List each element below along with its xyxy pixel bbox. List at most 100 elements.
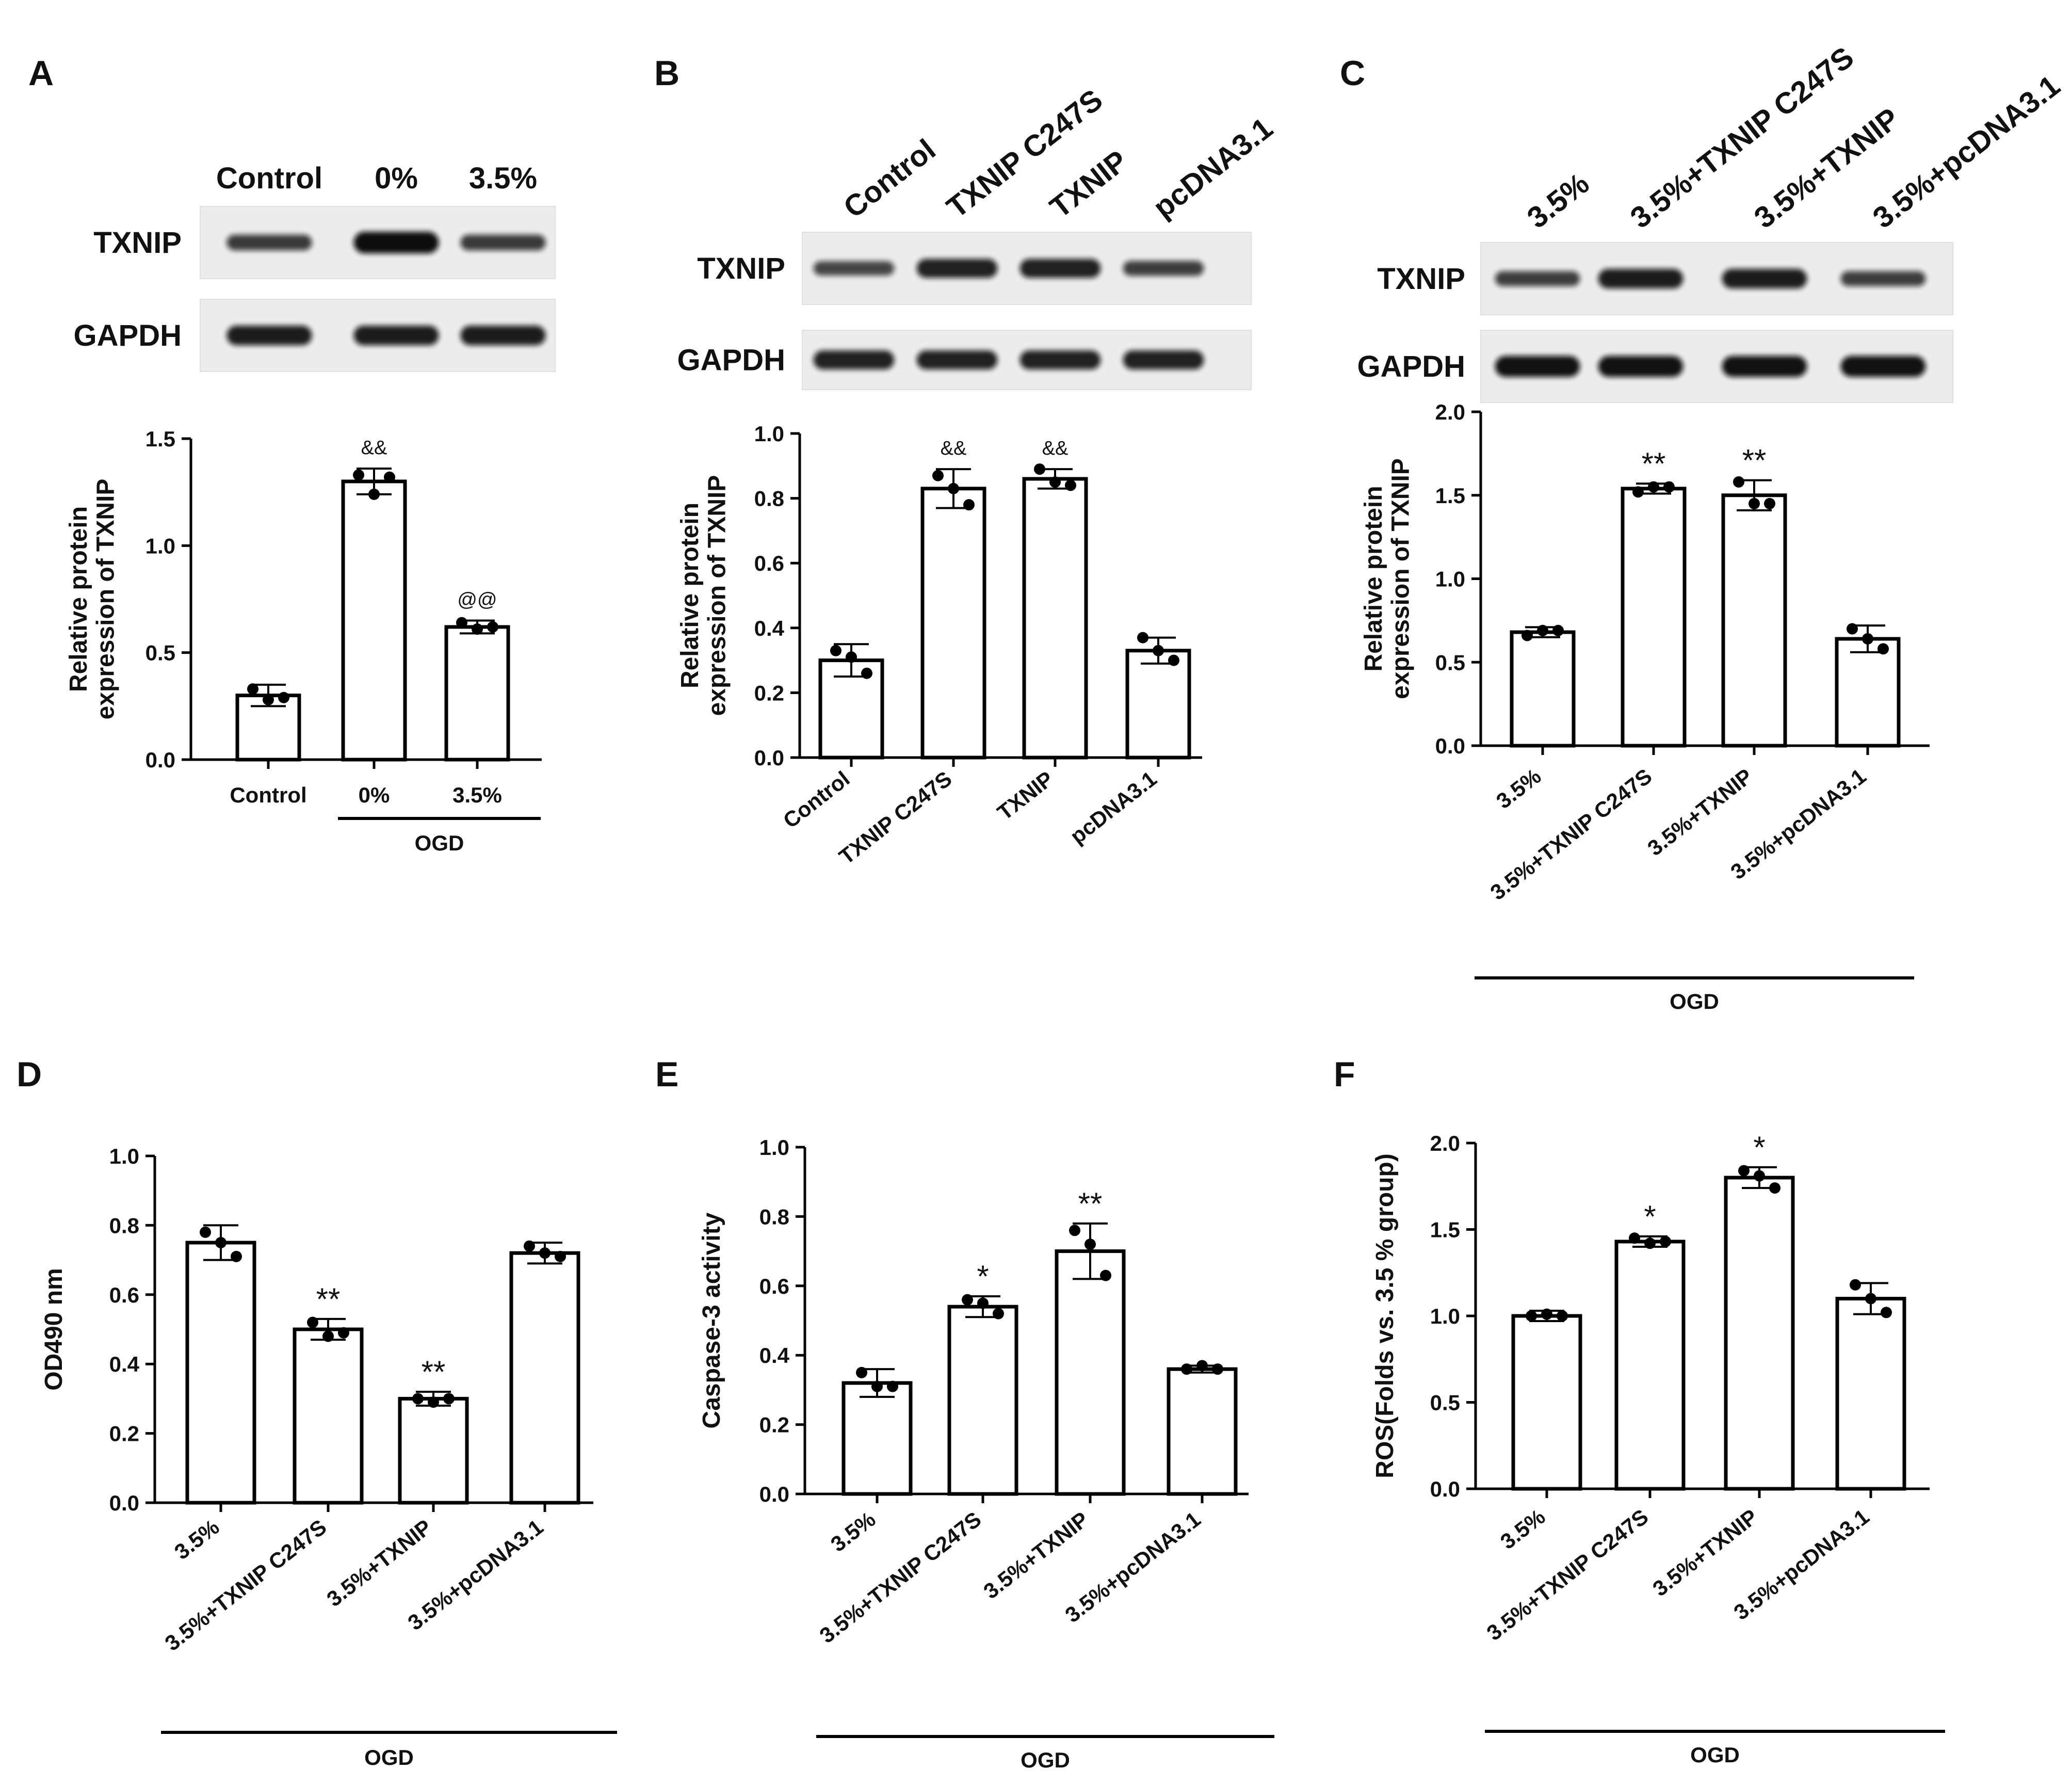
- blot-band: [460, 234, 546, 251]
- y-tick-label: 1.5: [145, 427, 175, 451]
- blot-lane-label: 3.5%+TXNIP C247S: [1624, 40, 1860, 235]
- data-point: [368, 488, 380, 500]
- blot-band: [1495, 271, 1580, 286]
- bar: [1167, 1367, 1238, 1496]
- y-tick-label: 0.6: [759, 1274, 789, 1298]
- bar: [920, 487, 986, 760]
- significance-label: **: [316, 1282, 341, 1316]
- significance-label: **: [1642, 446, 1666, 481]
- bar: [1724, 1176, 1795, 1491]
- blot-band: [1598, 268, 1684, 289]
- data-point: [1137, 632, 1148, 644]
- y-tick-label: 2.0: [1430, 1131, 1460, 1155]
- bar: [1022, 477, 1088, 760]
- data-point: [1769, 1182, 1780, 1194]
- data-point: [539, 1247, 551, 1259]
- y-tick-label: 1.0: [109, 1144, 139, 1168]
- blot-band: [460, 325, 546, 346]
- data-point: [861, 667, 872, 679]
- blot-lane-label: 3.5%: [1521, 167, 1595, 235]
- bar: [1614, 1240, 1686, 1491]
- blot-band: [353, 232, 439, 253]
- data-point: [456, 617, 467, 629]
- panel-letter: B: [654, 54, 679, 93]
- blot-lane-label: Control: [837, 133, 942, 224]
- blot-row-label: GAPDH: [677, 344, 785, 377]
- blot-band: [813, 350, 895, 369]
- data-point: [1065, 479, 1076, 491]
- blot-lane-label: TXNIP: [1044, 144, 1134, 224]
- data-point: [1084, 1239, 1096, 1250]
- bar: [1510, 630, 1576, 748]
- data-point: [1632, 486, 1644, 498]
- y-tick-label: 1.0: [1430, 1304, 1460, 1328]
- blot-lane-label: 0%: [375, 162, 418, 195]
- y-tick-label: 0.4: [109, 1352, 140, 1376]
- bar: [1835, 637, 1901, 748]
- bar: [293, 1327, 364, 1505]
- data-point: [887, 1380, 898, 1392]
- blot-lane-label: 3.5%+pcDNA3.1: [1867, 69, 2066, 235]
- data-point: [846, 651, 857, 663]
- data-point: [1660, 1235, 1671, 1247]
- data-point: [200, 1226, 211, 1238]
- y-tick-label: 0.0: [145, 748, 175, 772]
- data-point: [1541, 1308, 1552, 1320]
- y-tick-label: 0.2: [109, 1422, 139, 1446]
- panel-letter: A: [28, 54, 54, 93]
- data-point: [1557, 1310, 1568, 1322]
- data-point: [977, 1297, 989, 1309]
- data-point: [1881, 1307, 1892, 1318]
- y-axis-title-line: Relative protein: [676, 503, 704, 688]
- significance-label: *: [1644, 1199, 1656, 1234]
- data-point: [1644, 1237, 1656, 1249]
- significance-label: **: [1742, 443, 1767, 478]
- data-point: [963, 499, 975, 511]
- group-label: OGD: [364, 1745, 414, 1770]
- y-tick-label: 0.8: [109, 1213, 139, 1237]
- data-point: [412, 1393, 424, 1405]
- data-point: [1754, 1170, 1765, 1182]
- panel-letter: D: [17, 1055, 42, 1094]
- y-axis-title-line: Relative protein: [65, 506, 92, 692]
- blot-row-label: GAPDH: [74, 319, 182, 352]
- data-point: [428, 1396, 439, 1408]
- x-tick-label: 3.5%+TXNIP: [1643, 764, 1757, 860]
- panel-letter: F: [1334, 1055, 1355, 1094]
- y-tick-label: 0.4: [754, 616, 785, 640]
- y-tick-label: 0.0: [759, 1482, 789, 1506]
- data-point: [1749, 497, 1760, 509]
- blot-band: [1840, 356, 1926, 377]
- x-tick-label: Control: [779, 766, 854, 833]
- bar: [1721, 493, 1787, 748]
- y-axis-title-line: expression of TXNIP: [1387, 458, 1415, 699]
- data-point: [1526, 1310, 1537, 1322]
- x-tick-label: TXNIP: [993, 766, 1058, 825]
- blot-band: [916, 259, 998, 278]
- data-point: [1212, 1363, 1223, 1375]
- data-point: [1733, 476, 1744, 488]
- group-label: OGD: [1690, 1743, 1740, 1767]
- x-tick-label: 3.5%: [1496, 1504, 1549, 1554]
- data-point: [962, 1294, 973, 1306]
- panel-d: D 0.0 0.2 0.4 0.6 0.8 1.0 OD490 nm 3.5% ** 3.5%+TX…: [17, 1055, 617, 1770]
- data-point: [1168, 654, 1179, 666]
- panel-f: F 0.0 0.5 1.0 1.5 2.0 ROS(Folds vs. 3.5 % grou…: [1334, 1055, 1945, 1767]
- data-point: [555, 1250, 566, 1262]
- data-point: [1196, 1360, 1208, 1372]
- data-point: [247, 683, 258, 695]
- data-point: [384, 471, 395, 483]
- blot-lane-label: pcDNA3.1: [1147, 111, 1279, 224]
- significance-label: &&: [361, 437, 387, 459]
- y-axis-title: Relative proteinexpression of TXNIP: [65, 479, 120, 720]
- data-point: [948, 483, 959, 494]
- x-tick-label: pcDNA3.1: [1065, 766, 1161, 848]
- panel-letter: C: [1340, 54, 1365, 93]
- data-point: [278, 692, 289, 703]
- data-point: [1865, 1293, 1876, 1305]
- significance-label: *: [977, 1259, 989, 1294]
- y-tick-label: 0.0: [754, 746, 784, 770]
- y-tick-label: 1.0: [145, 534, 175, 558]
- y-tick-label: 0.5: [1435, 650, 1465, 674]
